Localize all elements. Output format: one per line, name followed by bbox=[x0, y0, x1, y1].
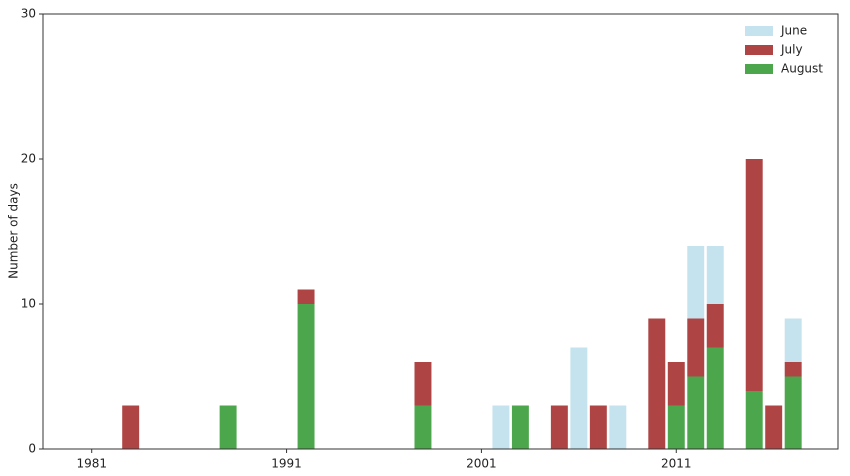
legend-label: June bbox=[780, 24, 807, 38]
bar-segment bbox=[706, 246, 724, 304]
legend-swatch bbox=[745, 64, 773, 74]
legend-swatch bbox=[745, 45, 773, 55]
bar-segment bbox=[667, 362, 685, 406]
x-tick-label: 1991 bbox=[271, 457, 302, 471]
bar-segment bbox=[784, 318, 802, 362]
x-tick-label: 2011 bbox=[661, 457, 692, 471]
bar-segment bbox=[687, 376, 705, 449]
plot-frame bbox=[42, 13, 839, 450]
legend-label: August bbox=[781, 62, 823, 76]
bar-segment bbox=[589, 405, 607, 449]
bar-segment bbox=[706, 347, 724, 449]
bar-segment bbox=[667, 405, 685, 449]
bar-segment bbox=[687, 246, 705, 319]
bar-segment bbox=[550, 405, 568, 449]
bar-segment bbox=[219, 405, 237, 449]
y-tick-label: 0 bbox=[28, 442, 36, 456]
bar-segment bbox=[745, 391, 763, 449]
bar-segment bbox=[414, 405, 432, 449]
x-tick-label: 2001 bbox=[466, 457, 497, 471]
bar-segment bbox=[609, 405, 627, 449]
legend-label: July bbox=[780, 43, 803, 57]
bar-segment bbox=[648, 318, 666, 449]
y-axis-label: Number of days bbox=[7, 183, 21, 279]
y-tick-label: 30 bbox=[21, 7, 36, 21]
y-tick-label: 20 bbox=[21, 152, 36, 166]
bar-segment bbox=[784, 362, 802, 377]
bar-segment bbox=[745, 159, 763, 391]
bar-segment bbox=[122, 405, 140, 449]
bar-segment bbox=[492, 405, 510, 449]
bar-segment bbox=[570, 347, 588, 449]
bar-segment bbox=[784, 376, 802, 449]
bar-segment bbox=[765, 405, 783, 449]
y-tick-label: 10 bbox=[21, 297, 36, 311]
bar-segment bbox=[297, 304, 315, 449]
bar-segment bbox=[414, 362, 432, 406]
bar-segment bbox=[687, 318, 705, 377]
bar-segment bbox=[511, 405, 529, 449]
x-tick-label: 1981 bbox=[76, 457, 107, 471]
bar-segment bbox=[706, 304, 724, 348]
bar-segment bbox=[297, 289, 315, 304]
legend-swatch bbox=[745, 26, 773, 36]
